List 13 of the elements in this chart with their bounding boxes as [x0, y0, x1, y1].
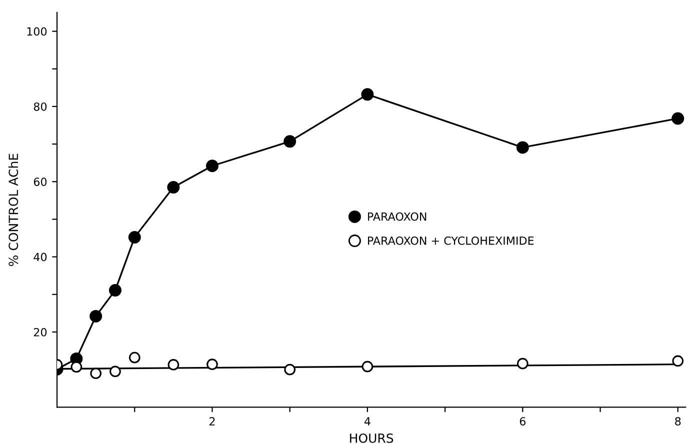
legend-label: PARAOXON + CYCLOHEXIMIDE: [368, 236, 534, 245]
x-tick-label: 8: [675, 417, 681, 426]
x-axis-title: HOURS: [350, 433, 394, 443]
y-tick-label: 60: [34, 178, 47, 186]
x-tick-label: 4: [364, 417, 370, 426]
y-tick-label: 100: [27, 27, 47, 36]
x-tick-label: 2: [210, 417, 215, 426]
y-tick-label: 40: [34, 252, 47, 262]
y-tick-label: 20: [34, 328, 47, 336]
y-axis-title: % CONTROL AChE: [8, 154, 18, 266]
legend-label: PARAOXON: [368, 212, 426, 221]
x-tick-label: 6: [520, 417, 526, 426]
y-tick-label: 80: [34, 102, 47, 111]
